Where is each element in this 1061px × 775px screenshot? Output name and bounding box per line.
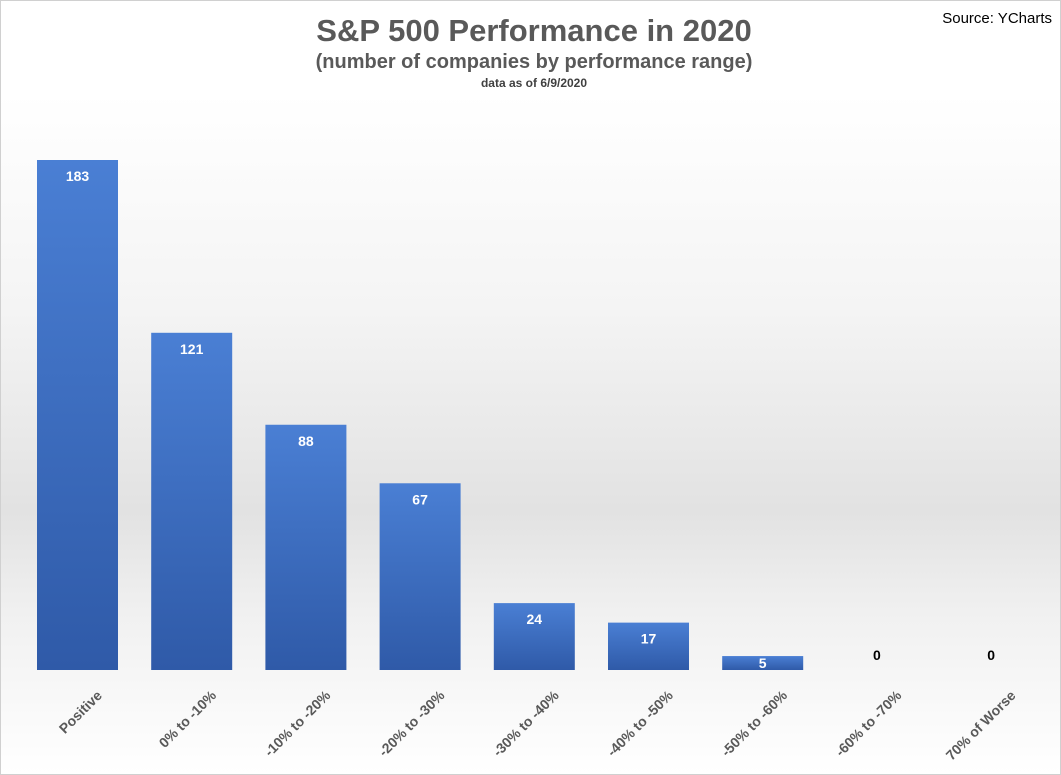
bar-2	[265, 424, 347, 670]
bar-0	[37, 160, 118, 670]
x-tick-label-7: -60% to -70%	[832, 687, 905, 760]
data-label-2: 88	[298, 433, 314, 449]
bar-4	[493, 603, 575, 670]
x-tick-label-1: 0% to -10%	[156, 687, 220, 751]
x-tick-labels-group: Positive 0% to -10% -10% to -20% -20% to -3…	[56, 687, 1019, 763]
data-label-1: 121	[180, 341, 204, 357]
x-tick-label-2: -10% to -20%	[261, 687, 334, 760]
chart-subtitle: (number of companies by performance rang…	[315, 51, 753, 73]
chart-title: S&P 500 Performance in 2020	[316, 13, 752, 48]
x-tick-label-8: 70% of Worse	[943, 687, 1019, 763]
data-label-0: 183	[66, 168, 90, 184]
data-label-8: 0	[987, 647, 995, 663]
bar-5	[608, 622, 689, 670]
bar-6	[722, 656, 804, 670]
bar-3	[379, 483, 461, 670]
data-label-6: 5	[759, 655, 767, 671]
chart-source: Source: YCharts	[942, 10, 1052, 27]
x-tick-label-0: Positive	[56, 687, 105, 736]
x-tick-label-4: -30% to -40%	[489, 687, 562, 760]
data-label-5: 17	[641, 631, 657, 647]
bars-group	[37, 160, 804, 670]
data-label-4: 24	[527, 611, 543, 627]
bar-1	[151, 332, 233, 670]
data-label-7: 0	[873, 647, 881, 663]
x-tick-label-3: -20% to -30%	[375, 687, 448, 760]
x-tick-label-5: -40% to -50%	[604, 687, 677, 760]
chart-date-note: data as of 6/9/2020	[480, 76, 588, 90]
data-labels-group: 183 121 88 67 24 17 5 0 0	[66, 168, 995, 671]
x-tick-label-6: -50% to -60%	[718, 687, 791, 760]
data-label-3: 67	[412, 491, 428, 507]
